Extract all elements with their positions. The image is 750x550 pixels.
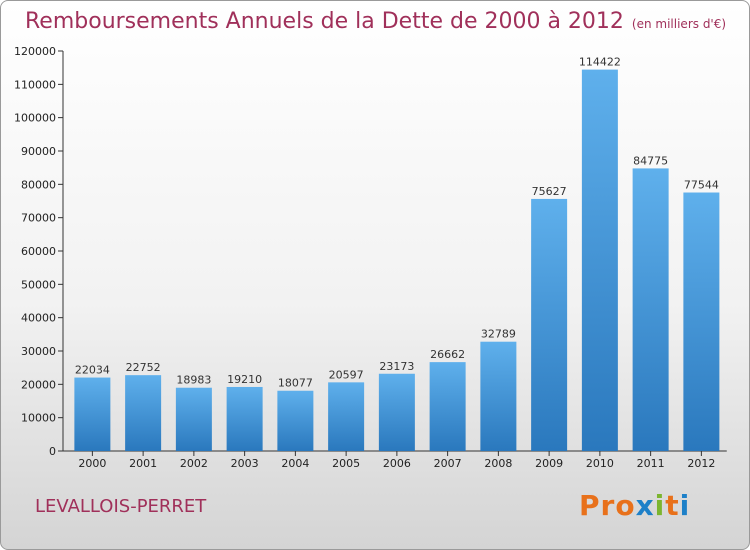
y-tick-label: 20000 xyxy=(21,378,56,391)
data-label: 18077 xyxy=(278,377,313,390)
data-label: 20597 xyxy=(329,368,364,381)
x-tick-label: 2003 xyxy=(231,457,259,470)
logo-letter: x xyxy=(635,489,655,522)
bar xyxy=(378,373,415,451)
y-tick-label: 0 xyxy=(49,445,56,458)
y-tick-label: 30000 xyxy=(21,345,56,358)
bar xyxy=(581,69,618,452)
bar xyxy=(74,377,111,451)
x-tick-label: 2001 xyxy=(129,457,157,470)
y-tick-label: 100000 xyxy=(14,112,56,125)
bar xyxy=(480,341,517,451)
logo-letter: P xyxy=(579,489,601,522)
data-label: 23173 xyxy=(379,360,414,373)
data-label: 84775 xyxy=(633,154,668,167)
bar xyxy=(429,362,466,451)
y-tick-label: 50000 xyxy=(21,278,56,291)
bar xyxy=(125,375,162,451)
chart-title-text: Remboursements Annuels de la Dette de 20… xyxy=(25,9,624,34)
logo-letter: t xyxy=(665,489,680,522)
commune-name: LEVALLOIS-PERRET xyxy=(35,496,207,517)
bars: 22034 22752 18983 19210 18077 20597 23173 26662… xyxy=(74,56,720,452)
data-label: 75627 xyxy=(532,185,567,198)
logo-letter: i xyxy=(679,489,691,522)
data-label: 18983 xyxy=(176,374,211,387)
logo-letter: r xyxy=(600,489,616,522)
data-label: 32789 xyxy=(481,328,516,341)
y-tick-label: 40000 xyxy=(21,312,56,325)
bar xyxy=(175,387,212,451)
x-tick-label: 2009 xyxy=(535,457,563,470)
y-tick-label: 120000 xyxy=(14,45,56,58)
y-tick-label: 90000 xyxy=(21,145,56,158)
bar xyxy=(277,390,314,451)
data-label: 26662 xyxy=(430,348,465,361)
x-tick-label: 2008 xyxy=(484,457,512,470)
y-tick-label: 80000 xyxy=(21,178,56,191)
y-tick-label: 70000 xyxy=(21,212,56,225)
proxiti-logo: Proxiti xyxy=(579,489,690,522)
x-tick-label: 2011 xyxy=(637,457,665,470)
x-tick-label: 2012 xyxy=(687,457,715,470)
data-label: 19210 xyxy=(227,373,262,386)
bar xyxy=(531,198,568,451)
bar xyxy=(226,386,263,451)
chart-unit: (en milliers d'€) xyxy=(631,17,727,31)
data-label: 77544 xyxy=(684,179,719,192)
x-tick-label: 2010 xyxy=(586,457,614,470)
x-tick-label: 2005 xyxy=(332,457,360,470)
x-tick-label: 2006 xyxy=(383,457,411,470)
x-tick-label: 2000 xyxy=(78,457,106,470)
y-tick-label: 60000 xyxy=(21,245,56,258)
y-tick-label: 10000 xyxy=(21,412,56,425)
logo-letter: i xyxy=(654,489,666,522)
logo-letter: o xyxy=(615,489,636,522)
bar xyxy=(632,168,669,451)
data-label: 22034 xyxy=(75,364,110,377)
bar xyxy=(328,382,365,451)
bar xyxy=(683,192,720,451)
x-tick-label: 2007 xyxy=(434,457,462,470)
chart-title: Remboursements Annuels de la Dette de 20… xyxy=(25,9,726,34)
data-label: 22752 xyxy=(126,361,161,374)
x-tick-label: 2002 xyxy=(180,457,208,470)
y-tick-label: 110000 xyxy=(14,78,56,91)
x-tick-label: 2004 xyxy=(281,457,309,470)
axes: 0 10000 20000 30000 40000 50000 60000 70000 8000… xyxy=(14,45,727,470)
data-label: 114422 xyxy=(579,56,621,69)
